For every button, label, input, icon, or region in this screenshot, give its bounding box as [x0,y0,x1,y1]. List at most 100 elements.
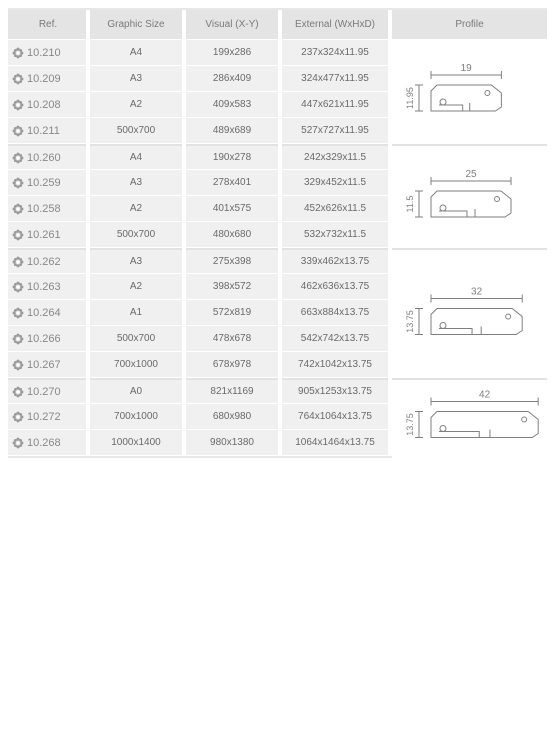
svg-text:11.5: 11.5 [405,196,415,213]
cell-visual: 572x819 [186,300,278,325]
ref-value: 10.258 [27,203,61,215]
ref-value: 10.262 [27,256,61,268]
cell-external: 237x324x11.95 [282,40,388,65]
flower-icon [12,229,24,241]
cell-ref: 10.209 [8,66,86,91]
cell-external: 764x1064x13.75 [282,404,388,429]
cell-visual: 199x286 [186,40,278,65]
cell-ref: 10.261 [8,222,86,247]
ref-value: 10.266 [27,333,61,345]
flower-icon [12,437,24,449]
cell-visual: 680x980 [186,404,278,429]
cell-size: A1 [90,300,182,325]
spec-table: Ref. Graphic Size Visual (X-Y) External … [8,8,547,458]
cell-visual: 821x1169 [186,378,278,403]
ref-value: 10.260 [27,152,61,164]
svg-text:13.75: 13.75 [405,310,415,333]
cell-visual: 678x978 [186,352,278,377]
col-header-profile: Profile [392,10,547,39]
flower-icon [12,47,24,59]
cell-size: A2 [90,92,182,117]
svg-text:42: 42 [479,390,491,401]
cell-external: 324x477x11.95 [282,66,388,91]
ref-value: 10.263 [27,281,61,293]
cell-external: 1064x1464x13.75 [282,430,388,455]
ref-value: 10.259 [27,177,61,189]
table-row: 10.210 A4 199x286 237x324x11.95 19 11.95 [8,40,547,66]
ref-value: 10.261 [27,229,61,241]
ref-value: 10.211 [27,125,60,137]
col-header-size: Graphic Size [90,10,182,39]
flower-icon [12,125,24,137]
flower-icon [12,177,24,189]
cell-profile: 32 13.75 [392,248,547,273]
cell-external: 452x626x11.5 [282,196,388,221]
cell-visual: 489x689 [186,118,278,143]
cell-ref: 10.268 [8,430,86,455]
cell-ref: 10.266 [8,326,86,351]
cell-ref: 10.272 [8,404,86,429]
cell-size: 700x1000 [90,404,182,429]
cell-ref: 10.211 [8,118,86,143]
profile-diagram: 42 13.75 [392,380,547,461]
cell-profile: 25 11.5 [392,144,547,169]
ref-value: 10.272 [27,411,61,423]
cell-ref: 10.264 [8,300,86,325]
cell-size: 700x1000 [90,352,182,377]
flower-icon [12,411,24,423]
cell-profile: 42 13.75 [392,378,547,403]
ref-value: 10.210 [27,47,61,59]
cell-external: 742x1042x13.75 [282,352,388,377]
cell-visual: 398x572 [186,274,278,299]
col-header-visual: Visual (X-Y) [186,10,278,39]
ref-value: 10.270 [27,386,61,398]
flower-icon [12,99,24,111]
cell-external: 462x636x13.75 [282,274,388,299]
table-header-row: Ref. Graphic Size Visual (X-Y) External … [8,10,547,40]
cell-size: 1000x1400 [90,430,182,455]
table-row: 10.260 A4 190x278 242x329x11.5 25 11.5 [8,144,547,170]
cell-visual: 278x401 [186,170,278,195]
cell-visual: 401x575 [186,196,278,221]
cell-size: 500x700 [90,222,182,247]
flower-icon [12,256,24,268]
ref-value: 10.268 [27,437,61,449]
cell-external: 329x452x11.5 [282,170,388,195]
cell-size: 500x700 [90,118,182,143]
cell-size: 500x700 [90,326,182,351]
svg-text:32: 32 [471,287,483,298]
cell-visual: 275x398 [186,248,278,273]
flower-icon [12,73,24,85]
cell-size: A2 [90,274,182,299]
cell-external: 527x727x11.95 [282,118,388,143]
ref-value: 10.267 [27,359,61,371]
profile-diagram: 19 11.95 [392,40,547,148]
cell-ref: 10.263 [8,274,86,299]
cell-ref: 10.208 [8,92,86,117]
flower-icon [12,386,24,398]
cell-external: 242x329x11.5 [282,144,388,169]
cell-external: 542x742x13.75 [282,326,388,351]
cell-ref: 10.262 [8,248,86,273]
svg-text:11.95: 11.95 [405,87,415,109]
cell-external: 905x1253x13.75 [282,378,388,403]
cell-ref: 10.258 [8,196,86,221]
flower-icon [12,359,24,371]
cell-size: A3 [90,66,182,91]
table-row: 10.262 A3 275x398 339x462x13.75 32 13.75 [8,248,547,274]
cell-ref: 10.270 [8,378,86,403]
table-row: 10.270 A0 821x1169 905x1253x13.75 42 13.… [8,378,547,404]
cell-size: A0 [90,378,182,403]
cell-visual: 409x583 [186,92,278,117]
cell-ref: 10.260 [8,144,86,169]
flower-icon [12,203,24,215]
svg-text:13.75: 13.75 [405,413,415,436]
profile-diagram: 25 11.5 [392,146,547,254]
cell-size: A2 [90,196,182,221]
cell-ref: 10.259 [8,170,86,195]
cell-visual: 480x680 [186,222,278,247]
cell-external: 339x462x13.75 [282,248,388,273]
cell-size: A3 [90,248,182,273]
col-header-ref: Ref. [8,10,86,39]
cell-visual: 980x1380 [186,430,278,455]
